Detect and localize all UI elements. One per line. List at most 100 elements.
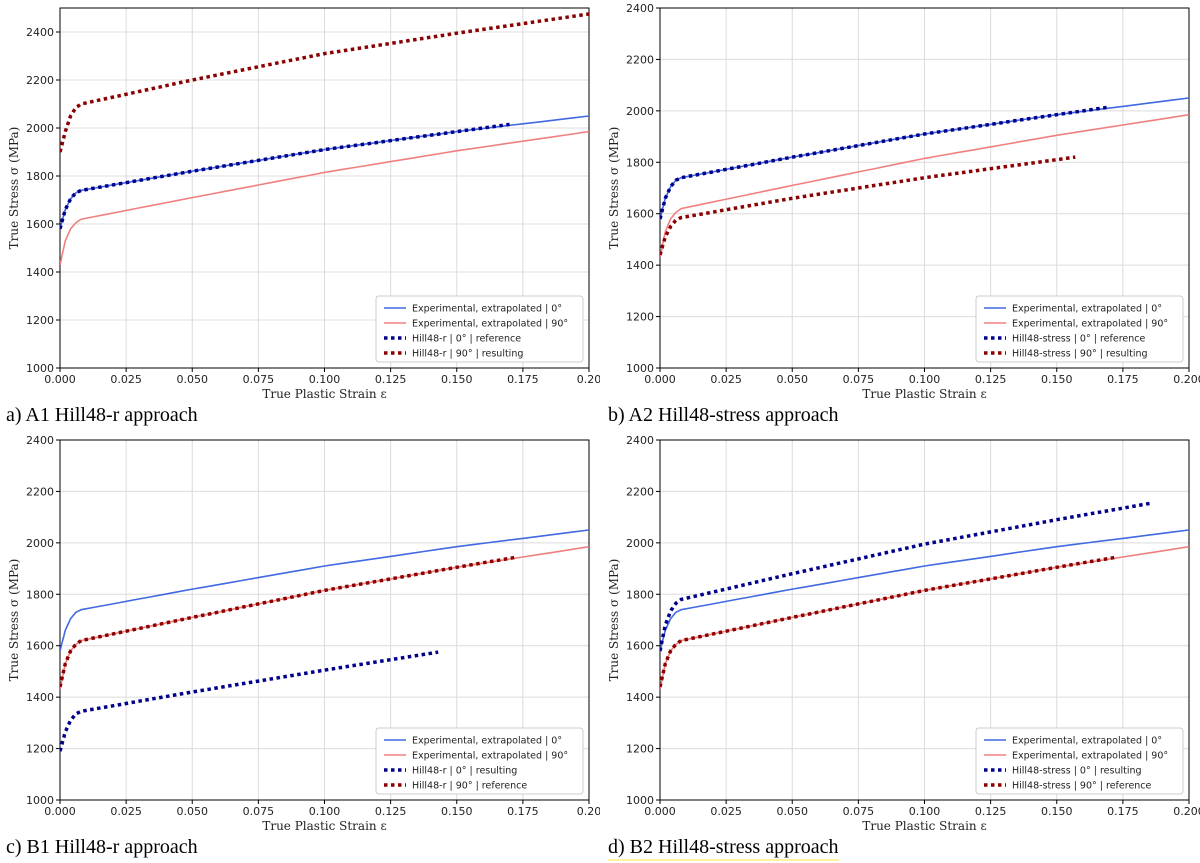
y-tick-label: 2400 — [626, 2, 654, 15]
y-tick-label: 2400 — [26, 434, 54, 447]
y-tick-label: 1200 — [626, 743, 654, 756]
x-tick-label: 0.20 — [577, 805, 600, 818]
x-tick-label: 0.050 — [177, 805, 209, 818]
x-tick-label: 0.175 — [1107, 805, 1139, 818]
x-tick-label: 0.000 — [44, 805, 76, 818]
x-tick-label: 0.050 — [177, 373, 209, 386]
y-tick-label: 1800 — [26, 588, 54, 601]
y-tick-label: 1800 — [26, 170, 54, 183]
series-line-4 — [660, 555, 1118, 688]
x-tick-label: 0.100 — [309, 373, 341, 386]
y-tick-label: 1200 — [626, 311, 654, 324]
legend-entry: Hill48-stress | 0° | reference — [1012, 334, 1145, 345]
plot-border — [59, 7, 590, 369]
x-tick-label: 0.025 — [710, 805, 742, 818]
legend-entry: Hill48-r | 0° | resulting — [412, 766, 517, 777]
caption-d: d) B2 Hill48-stress approach — [608, 836, 839, 861]
series-line-3 — [660, 501, 1153, 652]
y-tick-label: 1000 — [26, 794, 54, 807]
y-tick-label: 2200 — [26, 485, 54, 498]
legend-entry: Experimental, extrapolated | 90° — [1012, 751, 1168, 762]
y-tick-label: 2000 — [626, 105, 654, 118]
x-tick-label: 0.100 — [909, 373, 941, 386]
y-tick-label: 2400 — [26, 26, 54, 39]
x-tick-label: 0.100 — [909, 805, 941, 818]
x-tick-label: 0.050 — [777, 373, 809, 386]
legend-entry: Hill48-stress | 90° | reference — [1012, 781, 1152, 792]
x-tick-label: 0.025 — [110, 373, 142, 386]
legend-entry: Experimental, extrapolated | 90° — [1012, 319, 1168, 330]
legend — [975, 295, 1184, 363]
y-tick-label: 1200 — [26, 743, 54, 756]
y-axis-label: True Stress σ (MPa) — [607, 127, 621, 250]
y-axis-label: True Stress σ (MPa) — [7, 559, 21, 682]
legend-entry: Hill48-r | 90° | reference — [412, 781, 527, 792]
x-tick-label: 0.125 — [375, 373, 407, 386]
chart-panel-a: 0.000 0.025 0.050 0.075 0.100 0.125 0.150 0.175… — [0, 0, 600, 400]
chart-a-svg: 0.000 0.025 0.050 0.075 0.100 0.125 0.150 0.175… — [7, 7, 600, 400]
x-tick-label: 0.050 — [777, 805, 809, 818]
series-line-3 — [60, 650, 439, 752]
series-line-1 — [660, 97, 1189, 220]
series-line-2 — [60, 130, 589, 265]
legend-entry: Hill48-r | 90° | resulting — [412, 349, 523, 360]
x-tick-label: 0.000 — [644, 373, 676, 386]
legend-entry: Experimental, extrapolated | 90° — [412, 319, 568, 330]
x-tick-label: 0.075 — [843, 805, 875, 818]
y-tick-label: 2200 — [26, 74, 54, 87]
series-line-3 — [60, 122, 510, 230]
plot-border — [659, 439, 1190, 801]
legend-entry: Hill48-stress | 90° | resulting — [1012, 349, 1148, 360]
y-tick-label: 1600 — [626, 208, 654, 221]
x-tick-label: 0.150 — [1041, 373, 1073, 386]
x-tick-label: 0.025 — [710, 373, 742, 386]
x-tick-label: 0.200 — [1173, 373, 1200, 386]
y-tick-label: 2000 — [626, 537, 654, 550]
y-tick-label: 1200 — [26, 314, 54, 327]
y-tick-label: 1800 — [626, 588, 654, 601]
legend-entry: Hill48-stress | 0° | resulting — [1012, 766, 1142, 777]
y-tick-label: 1600 — [626, 640, 654, 653]
y-tick-label: 1400 — [26, 266, 54, 279]
x-tick-label: 0.025 — [110, 805, 142, 818]
y-axis-label: True Stress σ (MPa) — [7, 127, 21, 250]
chart-panel-b: 0.000 0.025 0.050 0.075 0.100 0.125 0.150 0.175… — [600, 0, 1200, 400]
x-axis-label: True Plastic Strain ε — [262, 819, 386, 832]
x-tick-label: 0.125 — [975, 805, 1007, 818]
y-tick-label: 1400 — [626, 259, 654, 272]
legend-entry: Hill48-r | 0° | reference — [412, 334, 521, 345]
y-tick-label: 1600 — [26, 218, 54, 231]
y-tick-label: 1000 — [626, 794, 654, 807]
x-tick-label: 0.175 — [507, 373, 539, 386]
x-tick-label: 0.20 — [577, 373, 600, 386]
x-tick-label: 0.075 — [243, 373, 275, 386]
x-tick-label: 0.200 — [1173, 805, 1200, 818]
x-tick-label: 0.125 — [975, 373, 1007, 386]
x-tick-label: 0.175 — [1107, 373, 1139, 386]
legend — [375, 727, 584, 795]
x-tick-label: 0.125 — [375, 805, 407, 818]
plot-border — [659, 7, 1190, 369]
caption-a: a) A1 Hill48-r approach — [6, 404, 198, 426]
legend — [375, 295, 584, 363]
x-tick-label: 0.150 — [441, 373, 473, 386]
x-tick-label: 0.150 — [441, 805, 473, 818]
chart-panel-d: 0.000 0.025 0.050 0.075 0.100 0.125 0.150 0.175… — [600, 432, 1200, 832]
x-tick-label: 0.175 — [507, 805, 539, 818]
y-tick-label: 1000 — [626, 362, 654, 375]
y-tick-label: 2200 — [626, 485, 654, 498]
chart-b-svg: 0.000 0.025 0.050 0.075 0.100 0.125 0.150 0.175… — [607, 2, 1200, 400]
series-line-2 — [660, 113, 1189, 258]
x-tick-label: 0.000 — [644, 805, 676, 818]
legend — [975, 727, 1184, 795]
series-line-4 — [660, 155, 1076, 256]
chart-d-svg: 0.000 0.025 0.050 0.075 0.100 0.125 0.150 0.175… — [607, 434, 1200, 832]
series-line-4 — [60, 555, 518, 688]
y-tick-label: 2000 — [26, 122, 54, 135]
x-tick-label: 0.100 — [309, 805, 341, 818]
x-axis-label: True Plastic Strain ε — [862, 819, 986, 832]
legend-entry: Experimental, extrapolated | 0° — [1012, 304, 1162, 315]
chart-c-svg: 0.000 0.025 0.050 0.075 0.100 0.125 0.150 0.175… — [7, 434, 600, 832]
y-tick-label: 1400 — [626, 691, 654, 704]
x-axis-label: True Plastic Strain ε — [862, 387, 986, 400]
